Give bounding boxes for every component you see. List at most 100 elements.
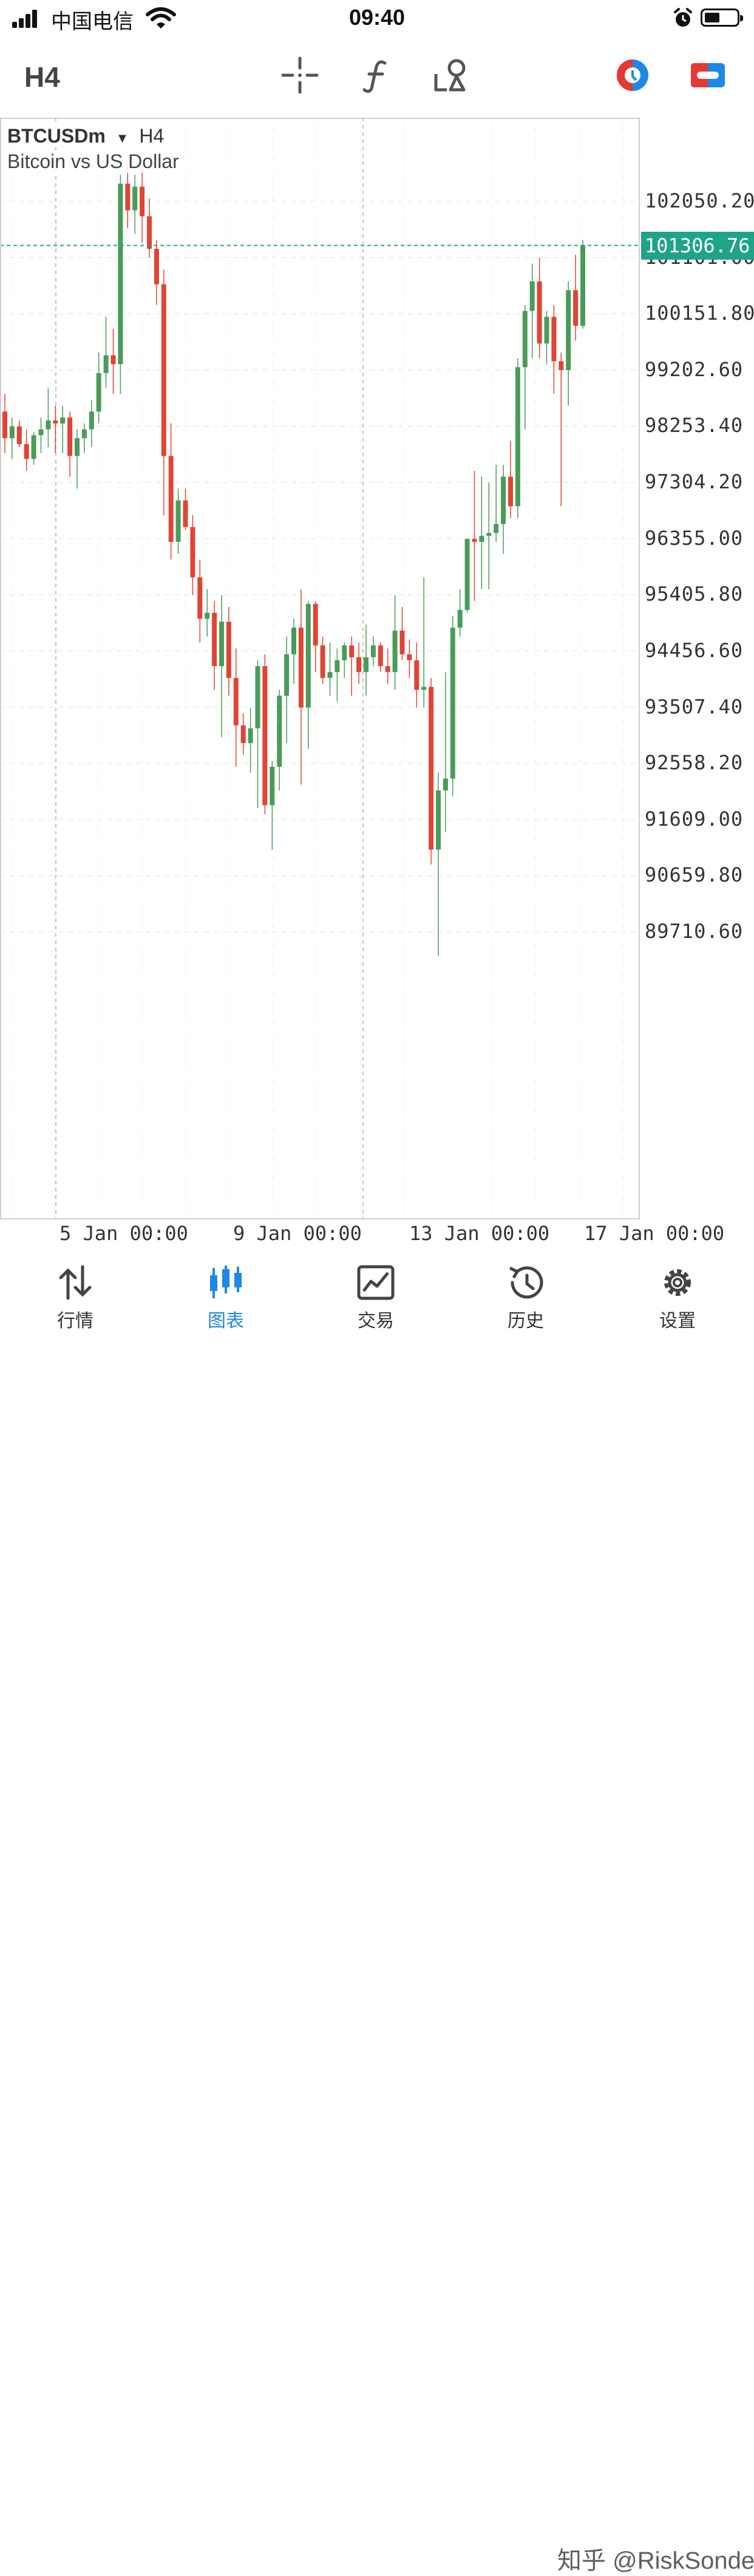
candle-body [248, 728, 253, 743]
nav-trade[interactable]: 交易 [321, 1256, 430, 1340]
candle [175, 488, 181, 554]
candle [479, 476, 484, 590]
candle-body [342, 645, 347, 661]
candle-body [205, 613, 210, 619]
candle-body [551, 317, 557, 362]
candle [508, 441, 513, 519]
candle-body [197, 577, 203, 619]
candle-body [335, 660, 340, 672]
candle-body [233, 678, 239, 726]
candle-body [559, 361, 564, 371]
candle [125, 163, 131, 228]
candle [342, 642, 347, 678]
chart-toolbar: H4 [0, 42, 754, 109]
candle [544, 311, 549, 365]
candle-body [486, 533, 492, 536]
candle [494, 465, 499, 542]
candle-body [96, 373, 101, 412]
candle [248, 707, 253, 773]
objects-icon[interactable] [433, 56, 472, 95]
timeframe-button[interactable]: H4 [24, 61, 60, 93]
chart-border [0, 118, 640, 1219]
candle-body [501, 476, 506, 524]
candle-body [421, 687, 427, 690]
candle [580, 240, 585, 329]
account-icon[interactable] [688, 56, 727, 95]
candle [103, 317, 109, 388]
carrier-name: 中国电信 [51, 10, 134, 33]
price-axis-label: 91609.00 [645, 807, 744, 831]
candle [436, 772, 441, 957]
candlestick-chart[interactable] [0, 118, 754, 1219]
candle-body [125, 183, 131, 211]
candle-body [327, 672, 333, 678]
price-axis-label: 100151.80 [645, 302, 754, 325]
candle-body [320, 645, 325, 678]
candle-body [364, 657, 369, 672]
history-icon [509, 1266, 543, 1299]
candle-body [399, 630, 405, 655]
candle-body [305, 604, 311, 708]
candle-body [457, 610, 463, 628]
candle-body [9, 426, 15, 439]
wifi-icon [146, 7, 176, 29]
candle-body [16, 426, 22, 445]
candle [161, 269, 166, 516]
candle-body [407, 654, 412, 661]
candle [457, 589, 463, 637]
symbol-header[interactable]: BTCUSDm ▼ H4 [7, 125, 165, 147]
nav-settings[interactable]: 设置 [623, 1256, 732, 1340]
time-axis-label: 5 Jan 00:00 [59, 1222, 188, 1245]
price-axis-label: 94456.60 [645, 638, 744, 662]
candle [226, 607, 231, 696]
symbol-timeframe: H4 [139, 125, 165, 147]
trade-icon [357, 1265, 395, 1300]
price-chart[interactable]: BTCUSDm ▼ H4 Bitcoin vs US Dollar 102050… [0, 118, 754, 1245]
candle-body [414, 660, 419, 690]
candle-body [75, 438, 80, 456]
candle [522, 305, 528, 430]
candle-body [190, 527, 195, 578]
candle-body [566, 290, 571, 371]
status-bar: 中国电信 09:40 [0, 0, 754, 36]
candle-body [529, 281, 535, 311]
one-click-trading-icon[interactable] [613, 56, 652, 95]
nav-quotes[interactable]: 行情 [21, 1256, 130, 1340]
price-axis-label: 89710.60 [645, 920, 744, 943]
candle-body [168, 456, 174, 542]
candle-body [161, 284, 166, 456]
candle [205, 589, 210, 637]
candle [305, 601, 311, 749]
battery-icon [701, 8, 743, 27]
indicators-icon[interactable] [358, 56, 397, 95]
price-axis-label: 90659.80 [645, 863, 744, 887]
candle-body [147, 216, 152, 249]
candle [262, 654, 268, 814]
candle-body [479, 536, 484, 542]
time-axis-label: 9 Jan 00:00 [233, 1222, 362, 1245]
candle [464, 539, 470, 613]
candle-body [573, 290, 579, 326]
crosshair-icon[interactable] [280, 56, 319, 95]
candle [255, 660, 260, 809]
candle [429, 678, 434, 865]
candle-body [436, 790, 441, 850]
candle [53, 405, 58, 453]
candle-body [38, 429, 44, 436]
candle [67, 411, 73, 477]
candle [140, 166, 145, 243]
price-axis-label: 97304.20 [645, 470, 744, 494]
candle-body [544, 317, 549, 344]
nav-history[interactable]: 历史 [471, 1256, 580, 1340]
nav-chart[interactable]: 图表 [171, 1256, 280, 1340]
candle-body [24, 444, 29, 459]
candle [573, 254, 579, 341]
candle [529, 263, 535, 359]
candle-body [356, 657, 362, 672]
candle [110, 328, 116, 394]
candle [154, 240, 159, 305]
candle [537, 257, 542, 359]
candle-body [132, 186, 138, 211]
time-axis-label: 13 Jan 00:00 [409, 1222, 550, 1245]
candle-body [277, 695, 282, 767]
